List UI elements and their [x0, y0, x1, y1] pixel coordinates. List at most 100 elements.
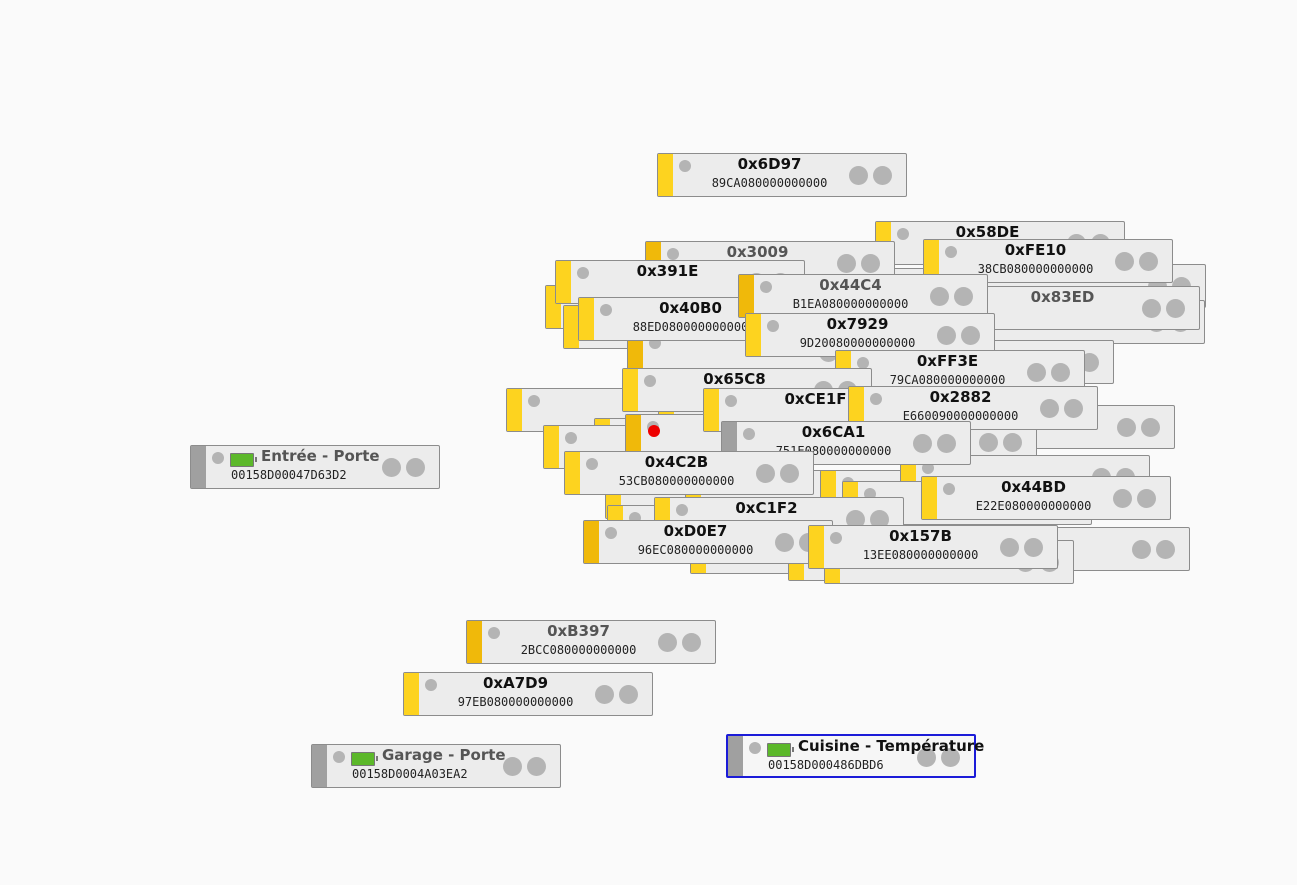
node-address: 88ED080000000000	[632, 320, 749, 334]
node-port	[756, 464, 775, 483]
node-port	[503, 757, 522, 776]
node-address: 38CB080000000000	[977, 262, 1094, 276]
node-card[interactable]: 0xA7D9 97EB080000000000	[403, 672, 653, 716]
node-dot	[212, 452, 224, 464]
node-stripe	[628, 331, 643, 373]
node-stripe	[544, 426, 559, 468]
node-dot	[897, 228, 909, 240]
node-card[interactable]: 0xB397 2BCC080000000000	[466, 620, 716, 664]
node-address: B1EA080000000000	[792, 297, 909, 311]
node-address: 9D20080000000000	[799, 336, 916, 350]
node-dot	[870, 393, 882, 405]
node-address: 00158D000486DBD6	[768, 758, 884, 772]
node-address: 89CA080000000000	[711, 176, 828, 190]
node-stripe	[922, 477, 937, 519]
battery-icon	[767, 743, 794, 757]
node-card[interactable]: 0x44BD E22E080000000000	[921, 476, 1171, 520]
node-address: 13EE080000000000	[862, 548, 979, 562]
node-port	[930, 287, 949, 306]
node-dot	[333, 751, 345, 763]
node-stripe	[565, 452, 580, 494]
node-port	[1003, 433, 1022, 452]
node-port	[780, 464, 799, 483]
node-label: 0xC1F2	[735, 499, 798, 517]
node-stripe	[746, 314, 761, 356]
node-label: 0x65C8	[703, 370, 766, 388]
node-label: 0x6CA1	[801, 423, 866, 441]
node-label: 0x6D97	[737, 155, 802, 173]
node-address: 00158D0004A03EA2	[352, 767, 468, 781]
node-dot	[749, 742, 761, 754]
node-stripe	[467, 621, 482, 663]
node-label: Garage - Porte	[382, 746, 506, 764]
node-label: Entrée - Porte	[261, 447, 380, 465]
node-port	[382, 458, 401, 477]
node-port	[937, 326, 956, 345]
node-port	[870, 510, 889, 529]
node-dot	[605, 527, 617, 539]
node-port	[682, 633, 701, 652]
node-dot	[676, 504, 688, 516]
node-stripe	[739, 275, 754, 317]
node-stripe	[579, 298, 594, 340]
node-card[interactable]: 0x157B 13EE080000000000	[808, 525, 1058, 569]
node-card[interactable]: 0xD0E7 96EC080000000000	[583, 520, 833, 564]
node-label: 0x2882	[929, 388, 992, 406]
node-stripe	[584, 521, 599, 563]
node-stripe	[404, 673, 419, 715]
node-card[interactable]: Cuisine - Température 00158D000486DBD6	[726, 734, 985, 778]
node-address: 2BCC080000000000	[520, 643, 637, 657]
node-card[interactable]: Entrée - Porte 00158D00047D63D2	[190, 445, 440, 489]
node-label: Cuisine - Température	[798, 737, 985, 755]
node-card[interactable]: 0x44C4 B1EA080000000000	[738, 274, 988, 318]
node-address: 53CB080000000000	[618, 474, 735, 488]
node-port	[1156, 540, 1175, 559]
node-dot	[577, 267, 589, 279]
node-port	[1113, 489, 1132, 508]
node-dot	[600, 304, 612, 316]
node-dot	[725, 395, 737, 407]
node-port	[846, 510, 865, 529]
node-stripe	[728, 736, 743, 776]
node-card[interactable]: 0x4C2B 53CB080000000000	[564, 451, 814, 495]
node-address: 97EB080000000000	[457, 695, 574, 709]
node-card[interactable]: Garage - Porte 00158D0004A03EA2	[311, 744, 561, 788]
node-dot	[857, 357, 869, 369]
node-card[interactable]: 0x7929 9D20080000000000	[745, 313, 995, 357]
status-dot	[648, 425, 660, 437]
node-port	[1051, 363, 1070, 382]
node-address: 96EC080000000000	[637, 543, 754, 557]
node-port	[1137, 489, 1156, 508]
node-port	[1064, 399, 1083, 418]
node-label: 0x44BD	[1001, 478, 1066, 496]
node-port	[1117, 418, 1136, 437]
node-address: 79CA080000000000	[889, 373, 1006, 387]
battery-icon	[351, 752, 378, 766]
node-address: 00158D00047D63D2	[231, 468, 347, 482]
node-stripe	[626, 415, 641, 457]
node-port	[595, 685, 614, 704]
node-port	[658, 633, 677, 652]
node-stripe	[556, 261, 571, 303]
node-label: 0x83ED	[1030, 288, 1095, 306]
node-label: 0x44C4	[819, 276, 882, 294]
node-port	[873, 166, 892, 185]
node-port	[913, 434, 932, 453]
node-stripe	[924, 240, 939, 282]
node-port	[527, 757, 546, 776]
node-port	[849, 166, 868, 185]
node-label: 0xD0E7	[663, 522, 728, 540]
node-dot	[945, 246, 957, 258]
node-address: E22E080000000000	[975, 499, 1092, 513]
node-stripe	[191, 446, 206, 488]
node-port	[775, 533, 794, 552]
node-port	[954, 287, 973, 306]
node-stripe	[507, 389, 522, 431]
node-label: 0xFF3E	[916, 352, 979, 370]
node-port	[1027, 363, 1046, 382]
node-dot	[943, 483, 955, 495]
node-port	[1040, 399, 1059, 418]
node-port	[1142, 299, 1161, 318]
node-card[interactable]: 0x6D97 89CA080000000000	[657, 153, 907, 197]
